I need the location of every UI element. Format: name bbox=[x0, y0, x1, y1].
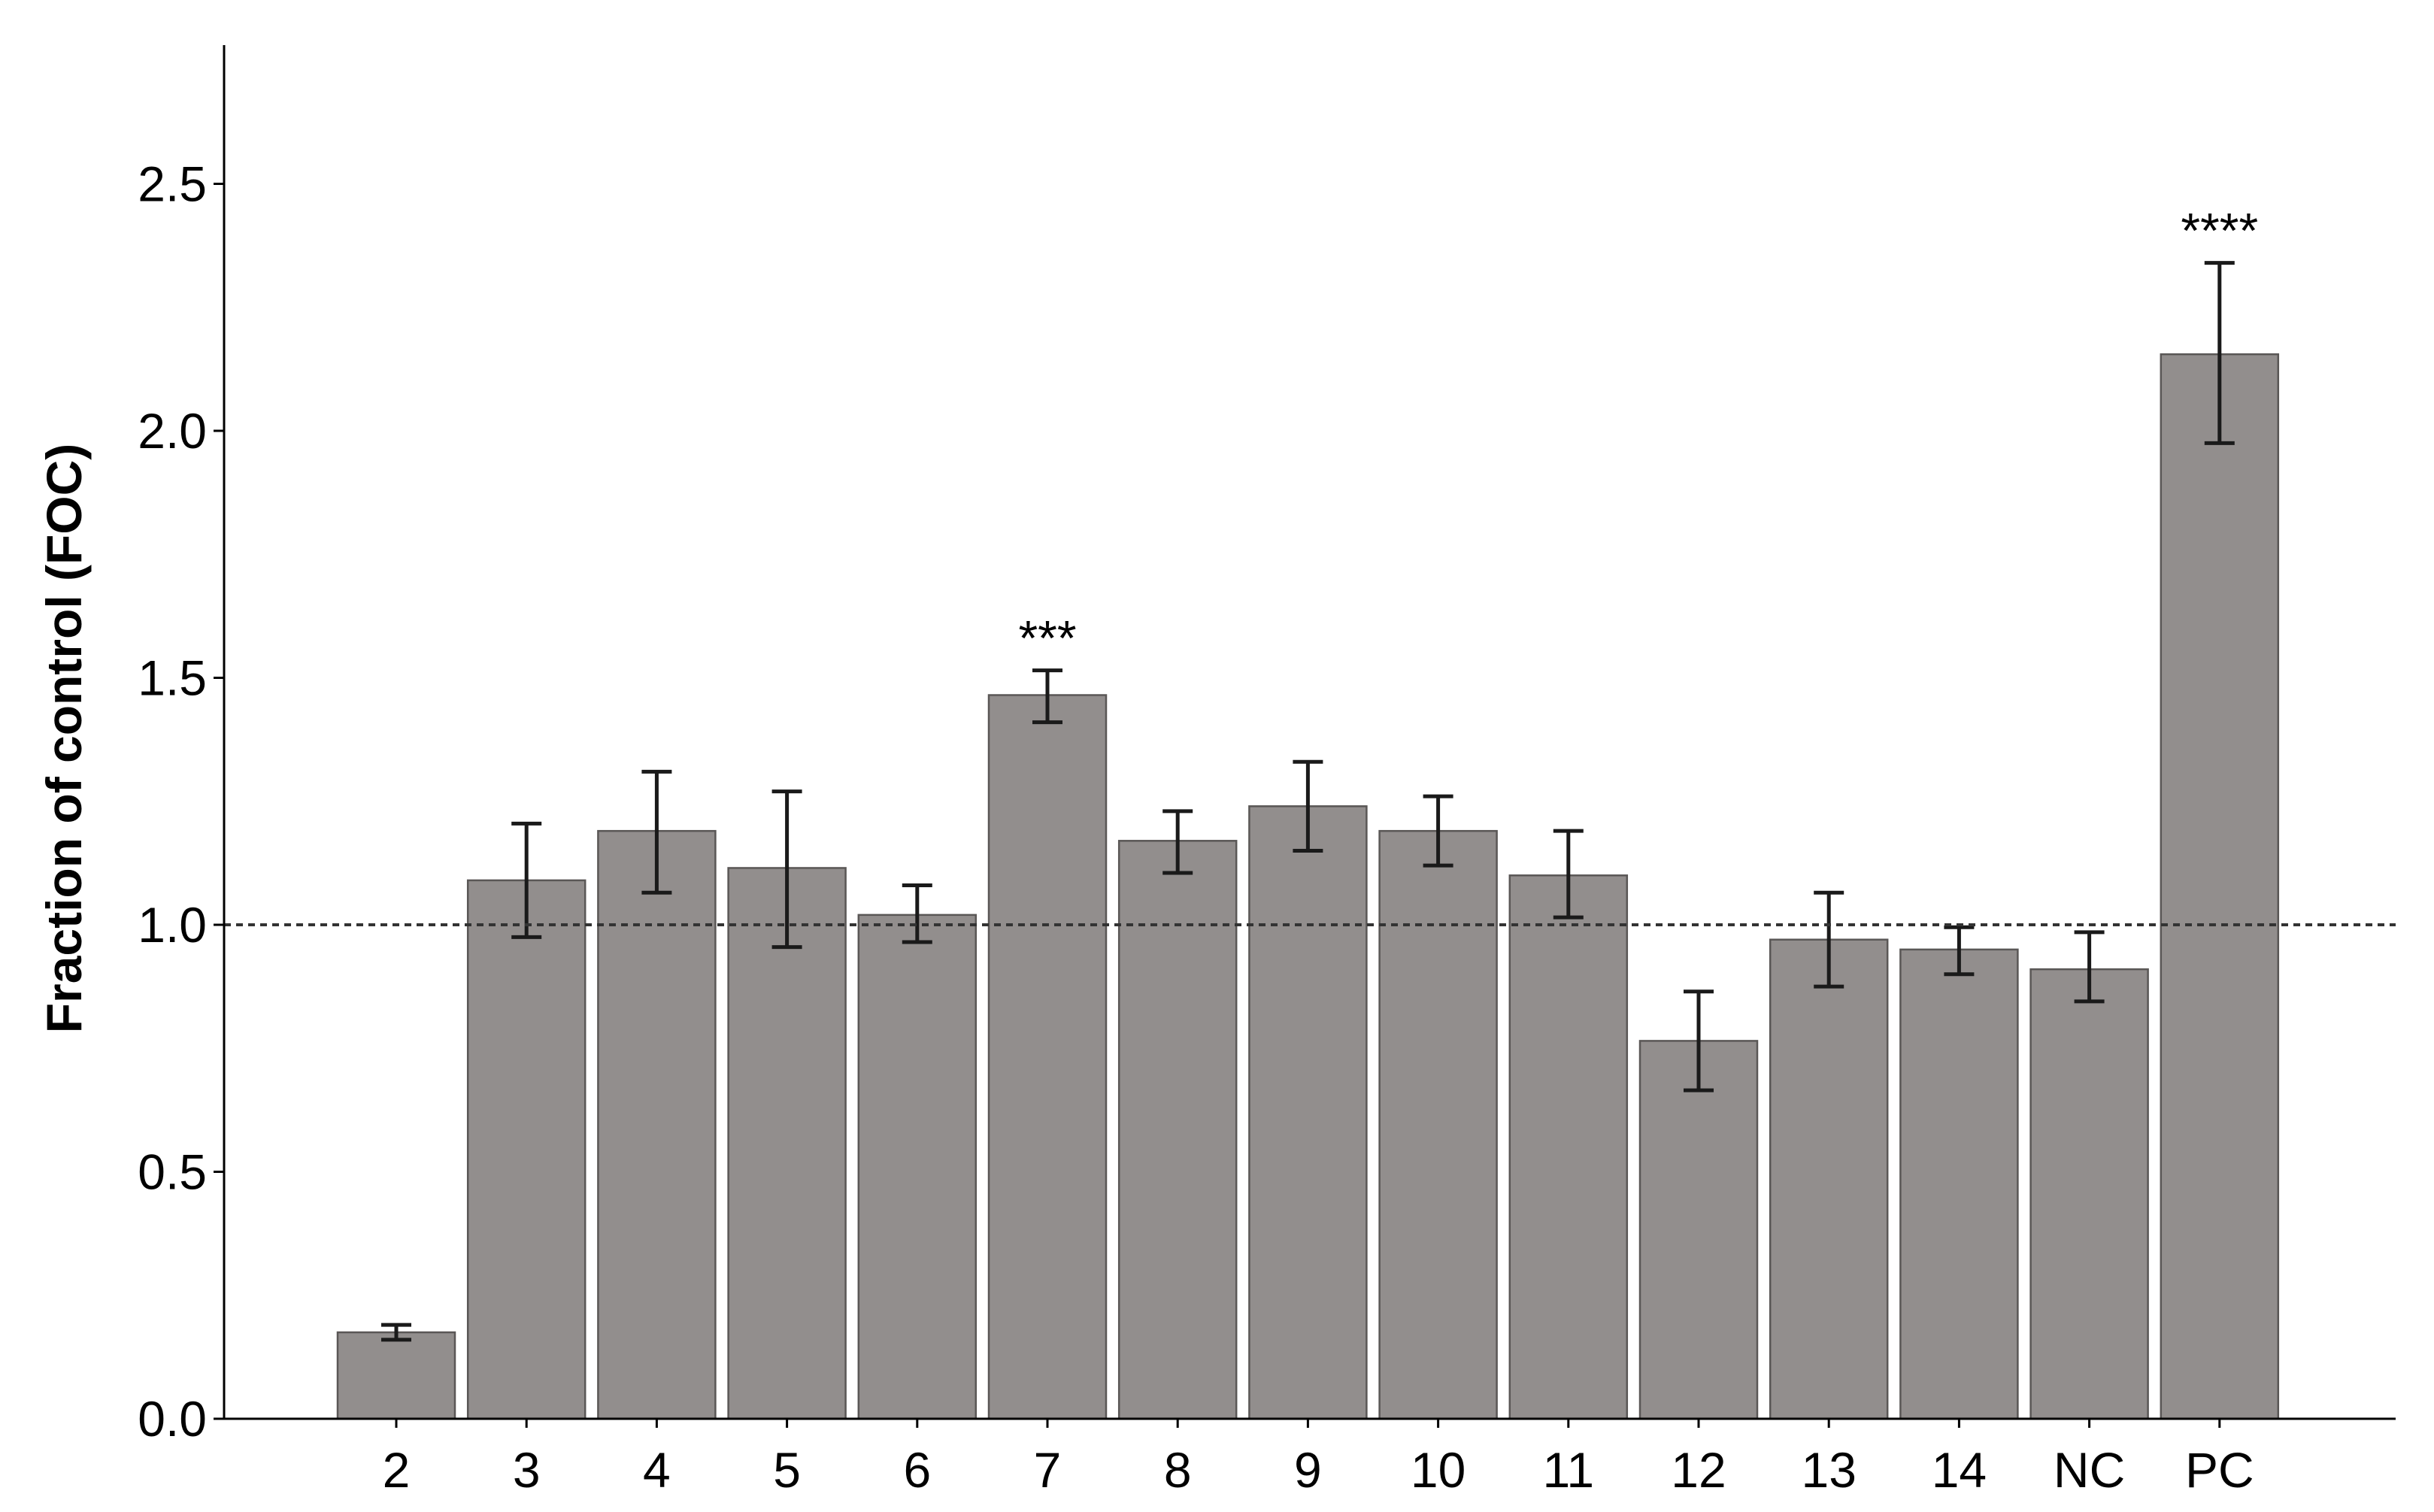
bar-12 bbox=[1638, 1040, 1759, 1420]
bar-7 bbox=[987, 694, 1108, 1420]
bar-8 bbox=[1117, 840, 1238, 1420]
x-tick-label-11: 11 bbox=[1543, 1442, 1595, 1498]
error-bar-12 bbox=[1684, 989, 1714, 1092]
x-tick-label-pc: PC bbox=[2185, 1442, 2254, 1498]
y-axis-ticks: 0.0 0.5 1.0 1.5 2.0 2.5 bbox=[138, 156, 224, 1447]
x-tick-label-12: 12 bbox=[1671, 1442, 1726, 1498]
error-bar-6 bbox=[902, 883, 932, 944]
bar-2 bbox=[336, 1331, 456, 1420]
x-tick-label-4: 4 bbox=[643, 1442, 671, 1498]
x-tick-label-9: 9 bbox=[1294, 1442, 1322, 1498]
error-bars-group bbox=[381, 261, 2235, 1342]
error-bar-10 bbox=[1423, 794, 1453, 868]
x-tick-label-nc: NC bbox=[2054, 1442, 2125, 1498]
bar-13 bbox=[1769, 938, 1889, 1420]
x-tick-label-8: 8 bbox=[1164, 1442, 1192, 1498]
bar-6 bbox=[857, 914, 978, 1420]
bar-14 bbox=[1899, 948, 2019, 1420]
error-bar-11 bbox=[1553, 829, 1584, 920]
bar-nc bbox=[2029, 968, 2149, 1420]
error-bar-2 bbox=[381, 1323, 411, 1342]
bar-4 bbox=[597, 829, 717, 1420]
significance-label-pc: **** bbox=[2181, 203, 2258, 259]
y-tick-label: 0.0 bbox=[138, 1391, 207, 1447]
error-bar-7 bbox=[1032, 668, 1062, 725]
bar-pc bbox=[2160, 353, 2280, 1420]
error-bar-14 bbox=[1944, 925, 1975, 977]
bar-5 bbox=[727, 867, 847, 1420]
y-tick-label: 0.5 bbox=[138, 1144, 207, 1200]
x-tick-label-10: 10 bbox=[1411, 1442, 1466, 1498]
x-tick-label-5: 5 bbox=[773, 1442, 801, 1498]
significance-label-7: *** bbox=[1018, 611, 1076, 666]
x-tick-label-7: 7 bbox=[1034, 1442, 1062, 1498]
error-bar-pc bbox=[2204, 261, 2235, 445]
error-bar-4 bbox=[641, 769, 672, 895]
bars-group bbox=[336, 353, 2280, 1420]
bar-3 bbox=[466, 879, 587, 1420]
error-bar-nc bbox=[2074, 930, 2105, 1004]
bar-9 bbox=[1248, 805, 1368, 1420]
y-tick-label: 1.0 bbox=[138, 897, 207, 953]
x-tick-label-3: 3 bbox=[513, 1442, 541, 1498]
error-bar-3 bbox=[511, 821, 542, 939]
x-tick-label-2: 2 bbox=[383, 1442, 411, 1498]
bar-10 bbox=[1378, 829, 1498, 1420]
y-axis-title: Fraction of control (FOC) bbox=[36, 444, 92, 1034]
x-tick-label-13: 13 bbox=[1801, 1442, 1856, 1498]
error-bar-8 bbox=[1162, 809, 1193, 875]
error-bar-13 bbox=[1814, 890, 1844, 989]
x-axis-ticks: 2 3 4 5 6 7 8 9 10 11 12 13 14 NC PC bbox=[383, 1419, 2254, 1498]
error-bar-5 bbox=[771, 789, 802, 950]
y-tick-label: 2.0 bbox=[138, 403, 207, 459]
x-tick-label-14: 14 bbox=[1932, 1442, 1987, 1498]
x-tick-label-6: 6 bbox=[903, 1442, 931, 1498]
y-tick-label: 2.5 bbox=[138, 156, 207, 212]
significance-markers: ******* bbox=[1018, 203, 2258, 666]
y-tick-label: 1.5 bbox=[138, 650, 207, 706]
error-bar-9 bbox=[1293, 759, 1323, 853]
bar-11 bbox=[1508, 874, 1629, 1420]
